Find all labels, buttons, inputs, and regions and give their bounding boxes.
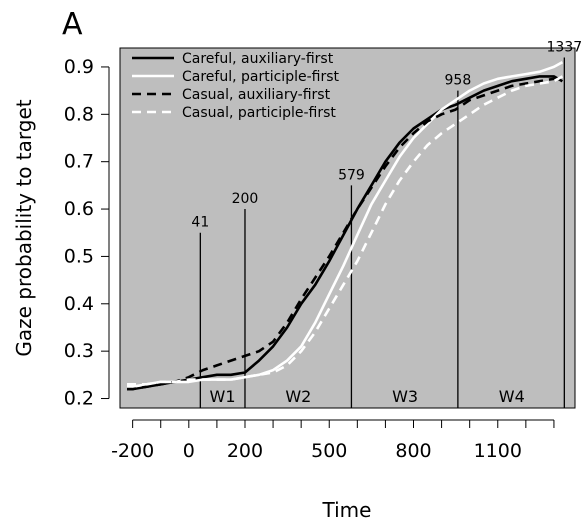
y-tick-label: 0.8 bbox=[64, 103, 94, 125]
y-tick-label: 0.7 bbox=[64, 151, 94, 173]
window-label: W4 bbox=[499, 387, 525, 406]
x-tick-label: 500 bbox=[311, 440, 347, 462]
series-line bbox=[127, 77, 563, 391]
legend-entry: Casual, participle-first bbox=[182, 105, 336, 121]
x-axis: -200 0 200 500 800 1100 bbox=[111, 419, 555, 462]
y-tick-label: 0.3 bbox=[64, 340, 94, 362]
y-tick-label: 0.9 bbox=[64, 56, 94, 78]
legend-entry: Casual, auxiliary-first bbox=[182, 87, 331, 103]
marker-label: 958 bbox=[445, 73, 472, 89]
x-tick-label: 200 bbox=[227, 440, 263, 462]
legend-entry: Careful, auxiliary-first bbox=[182, 51, 334, 67]
series-lines bbox=[127, 61, 564, 391]
window-boundaries: 41 200 579 958 1337 W1 W2 W3 W4 bbox=[191, 39, 582, 408]
x-tick-label: -200 bbox=[111, 440, 154, 462]
series-line bbox=[127, 61, 564, 388]
marker-label: 579 bbox=[338, 167, 365, 183]
window-label: W1 bbox=[210, 387, 236, 406]
x-tick-label: 1100 bbox=[474, 440, 522, 462]
legend: Careful, auxiliary-first Careful, partici… bbox=[132, 51, 340, 121]
x-tick-label: 0 bbox=[183, 440, 195, 462]
y-axis: 0.2 0.3 0.4 0.5 0.6 0.7 0.8 0.9 bbox=[64, 56, 110, 410]
marker-label: 1337 bbox=[547, 39, 583, 55]
x-axis-title: Time bbox=[322, 498, 372, 522]
y-tick-label: 0.6 bbox=[64, 198, 94, 220]
y-axis-title: Gaze probability to target bbox=[12, 99, 36, 356]
marker-label: 200 bbox=[232, 191, 259, 207]
window-label: W2 bbox=[285, 387, 311, 406]
marker-label: 41 bbox=[191, 215, 209, 231]
y-tick-label: 0.4 bbox=[64, 293, 94, 315]
y-tick-label: 0.5 bbox=[64, 245, 94, 267]
panel-label: A bbox=[62, 7, 83, 42]
window-label: W3 bbox=[392, 387, 418, 406]
y-tick-label: 0.2 bbox=[64, 388, 94, 410]
x-tick-label: 800 bbox=[395, 440, 431, 462]
legend-entry: Careful, participle-first bbox=[182, 69, 340, 85]
series-line bbox=[127, 75, 564, 386]
